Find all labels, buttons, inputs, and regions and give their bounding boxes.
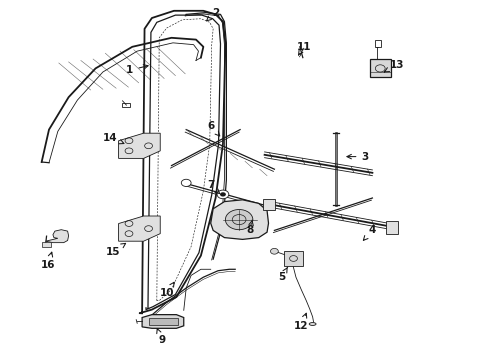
Polygon shape [119, 216, 160, 241]
Text: 8: 8 [246, 220, 253, 235]
Text: 10: 10 [159, 282, 174, 298]
Text: 16: 16 [41, 252, 55, 270]
Polygon shape [46, 230, 69, 243]
Circle shape [225, 210, 253, 230]
Text: 11: 11 [296, 42, 311, 55]
Bar [122, 103, 130, 107]
Text: 14: 14 [103, 132, 124, 144]
Bar [375, 40, 381, 47]
Polygon shape [119, 133, 160, 158]
Circle shape [220, 192, 226, 197]
Text: 6: 6 [207, 121, 220, 136]
Circle shape [181, 179, 191, 186]
Ellipse shape [309, 323, 316, 325]
Bar [42, 242, 51, 247]
Circle shape [217, 190, 229, 199]
Polygon shape [211, 200, 269, 239]
Text: 12: 12 [294, 313, 309, 331]
Text: 9: 9 [157, 329, 165, 345]
Bar [284, 251, 303, 266]
Text: 2: 2 [207, 8, 219, 21]
Polygon shape [142, 315, 184, 328]
Text: 3: 3 [347, 152, 368, 162]
Bar [149, 318, 178, 325]
Text: 4: 4 [364, 225, 376, 240]
Bar [370, 59, 391, 77]
Text: 7: 7 [207, 180, 220, 194]
Text: 13: 13 [384, 60, 404, 72]
Text: 5: 5 [278, 267, 288, 282]
Bar [386, 221, 398, 234]
Bar [263, 199, 275, 210]
Text: 15: 15 [105, 243, 125, 257]
Circle shape [270, 248, 278, 254]
Text: 1: 1 [126, 65, 148, 75]
